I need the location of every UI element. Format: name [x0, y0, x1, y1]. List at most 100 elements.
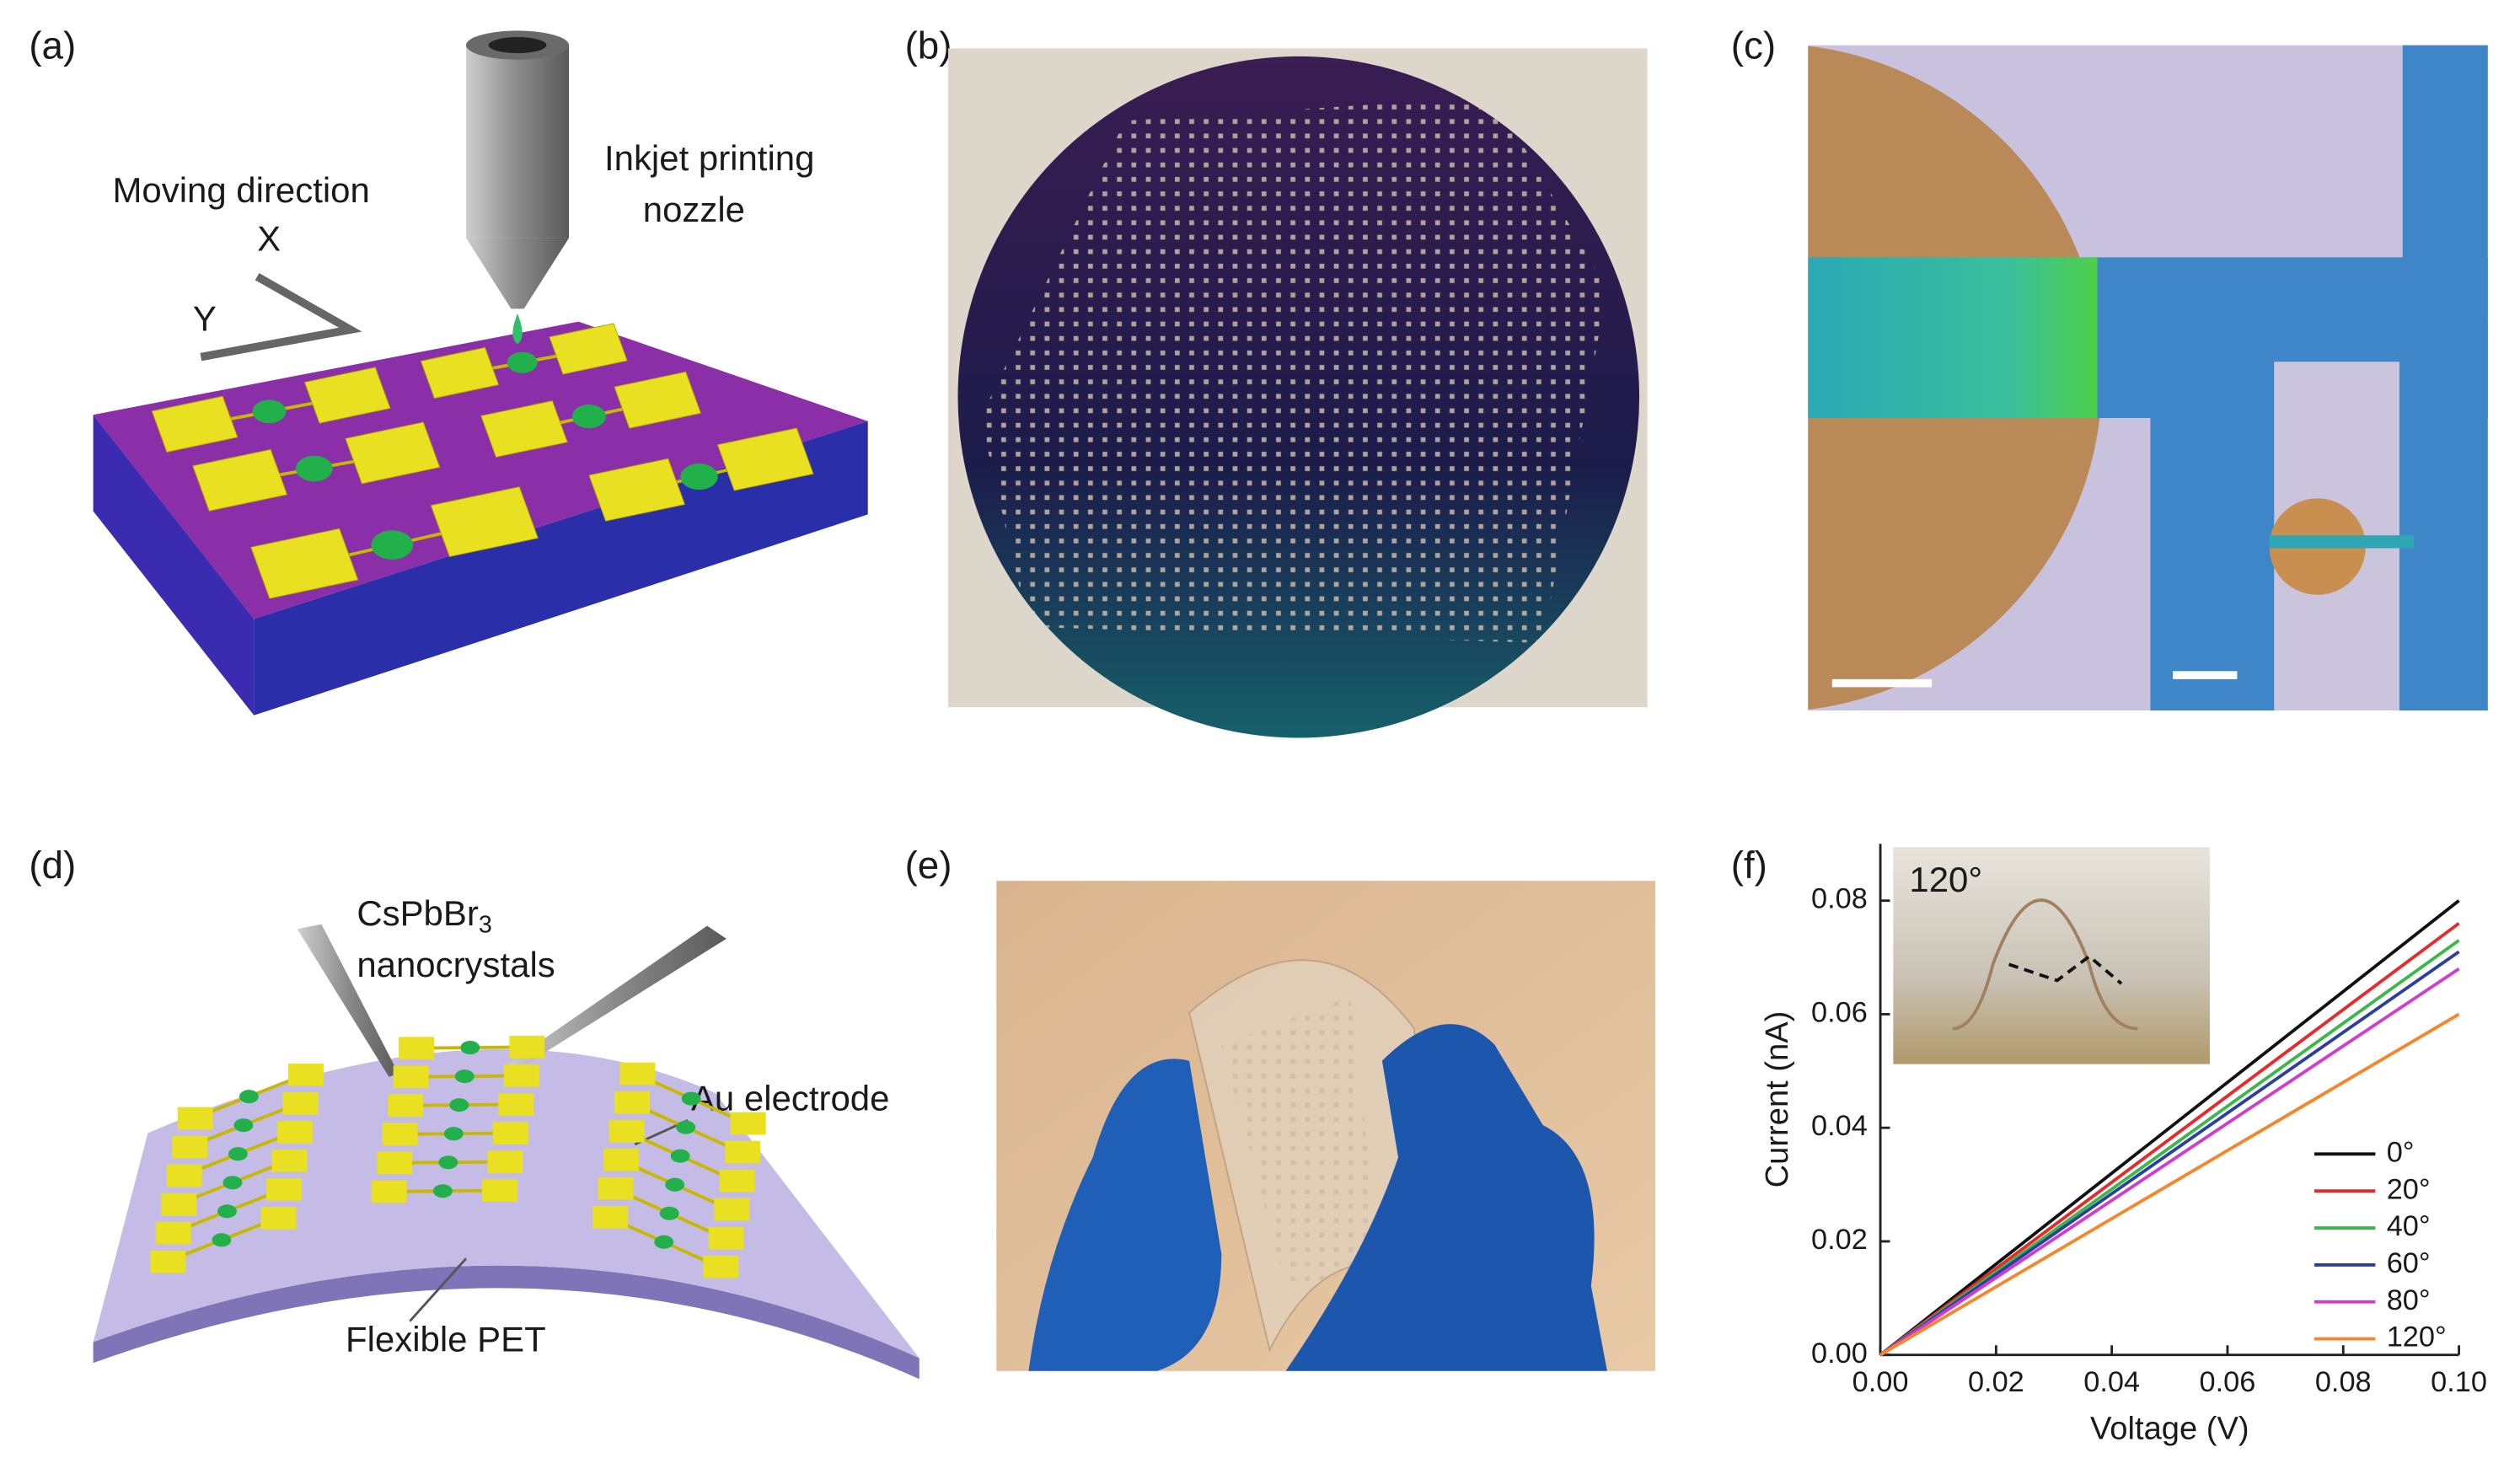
electrode-pad: [588, 458, 686, 522]
electrode-pad: [703, 1255, 739, 1278]
x-tick-label: 0.06: [2200, 1366, 2256, 1398]
formula-subscript: 3: [479, 911, 492, 938]
electrode-pad: [598, 1177, 634, 1200]
x-tick-label: 0.04: [2083, 1366, 2140, 1398]
electrode-pad: [420, 346, 500, 399]
leader-line: [409, 1257, 468, 1322]
sheet-edge: [93, 1265, 920, 1380]
electrode-pad: [150, 1250, 186, 1273]
electrode-pad: [609, 1119, 645, 1143]
electrode-pad: [260, 1207, 297, 1230]
electrode-pad: [592, 1205, 629, 1229]
electrode-pad: [271, 1149, 308, 1172]
annotation: X: [257, 218, 281, 258]
panel-b-photo: [948, 48, 1648, 738]
nanocrystal-dot: [507, 351, 538, 373]
electrode-pad: [480, 400, 568, 458]
nanocrystal-dot: [670, 1149, 690, 1163]
y-axis-title: Current (nA): [1759, 1011, 1795, 1188]
device-array: [1221, 996, 1382, 1286]
electrode-pad: [377, 1151, 413, 1175]
nozzle-body: [465, 45, 570, 239]
electrode-pad: [719, 1169, 755, 1193]
nanocrystal-dot: [371, 530, 414, 560]
panel-c-micrograph: [1808, 45, 2488, 711]
x-tick-label: 0.02: [1968, 1366, 2024, 1398]
legend-label: 40°: [2387, 1210, 2431, 1242]
electrode-pad: [265, 1178, 302, 1201]
nanocrystal-dot: [252, 399, 287, 424]
needle: [297, 924, 399, 1077]
nanocrystal-dot: [659, 1206, 679, 1220]
electrode-pad: [177, 1107, 213, 1130]
electrode-pad: [393, 1065, 429, 1089]
annotation: CsPbBr3: [357, 893, 491, 938]
electrode-pad: [151, 395, 239, 453]
electrode-pad: [730, 1112, 766, 1135]
legend-label: 0°: [2387, 1136, 2415, 1168]
formula: CsPbBr: [357, 893, 479, 933]
nanocrystal-dot: [438, 1155, 458, 1170]
device-array: [980, 96, 1607, 643]
legend-label: 80°: [2387, 1284, 2431, 1316]
legend-label: 60°: [2387, 1247, 2431, 1279]
annotation: Y: [193, 299, 217, 339]
panel-label: (a): [29, 24, 76, 67]
annotation: nozzle: [643, 190, 745, 229]
nanocrystal-dot: [654, 1235, 674, 1249]
electrode-pad: [250, 528, 359, 599]
inset-photo: [1893, 847, 2210, 1064]
nanocrystal-dot: [571, 405, 606, 429]
electrode-pad: [430, 486, 539, 558]
electrode-pad: [399, 1037, 435, 1060]
electrode-pad: [509, 1036, 545, 1059]
electrode-pad: [492, 1122, 528, 1144]
nozzle-hole: [488, 37, 547, 54]
bent-sheet: [1952, 898, 2138, 1031]
nanocrystal-dot: [295, 455, 333, 482]
nanocrystal-dot: [233, 1118, 254, 1133]
direction-arrows: [200, 273, 362, 362]
nanocrystal-dot: [665, 1177, 685, 1192]
electrode-pad: [166, 1164, 202, 1187]
nanocrystal-dot: [680, 464, 718, 490]
electrode-pad: [725, 1140, 761, 1164]
nanocrystal-dot: [212, 1233, 232, 1247]
nanocrystal-dot: [676, 1120, 696, 1134]
panel-label: (b): [905, 24, 952, 67]
inset-channel: [2269, 535, 2415, 549]
nanocrystal-dot: [460, 1041, 480, 1055]
electrode-pad: [287, 1063, 324, 1086]
annotation: Inkjet printing: [604, 138, 814, 178]
annotation: Moving direction: [112, 170, 369, 210]
needle: [502, 925, 727, 1074]
series-line: [1879, 922, 2460, 1357]
nanocrystal-dot: [217, 1204, 237, 1219]
legend-label: 120°: [2387, 1321, 2447, 1353]
electrode-pad: [498, 1093, 534, 1116]
annotation: Au electrode: [691, 1078, 889, 1118]
nanocrystal-dot: [681, 1091, 701, 1106]
series-line: [1879, 899, 2460, 1357]
panel-a-illustration: Moving direction X Y Inkjet printing noz…: [93, 30, 868, 716]
glove: [1028, 1059, 1222, 1371]
electrode-pad: [388, 1094, 424, 1118]
panel-label: (e): [905, 844, 952, 887]
nozzle-tip: [465, 238, 570, 309]
electrode-pad: [276, 1120, 313, 1144]
electrode-pad: [614, 371, 702, 429]
electrode-pad: [716, 427, 814, 491]
nanocrystal-dot: [239, 1090, 259, 1104]
electrode-pad: [282, 1091, 319, 1115]
electrode-pad: [345, 421, 441, 485]
nanocrystal-dot: [228, 1147, 248, 1161]
y-tick-label: 0.02: [1811, 1224, 1868, 1256]
x-axis-title: Voltage (V): [2090, 1410, 2249, 1446]
panel-d-illustration: CsPbBr3 nanocrystals Au electrode Flexib…: [93, 893, 920, 1380]
series-line: [1879, 1012, 2460, 1357]
panel-label: (f): [1731, 844, 1767, 887]
panel-e-photo: [996, 881, 1656, 1371]
nanocrystal-dot: [454, 1069, 475, 1084]
y-tick-label: 0.08: [1811, 883, 1868, 915]
